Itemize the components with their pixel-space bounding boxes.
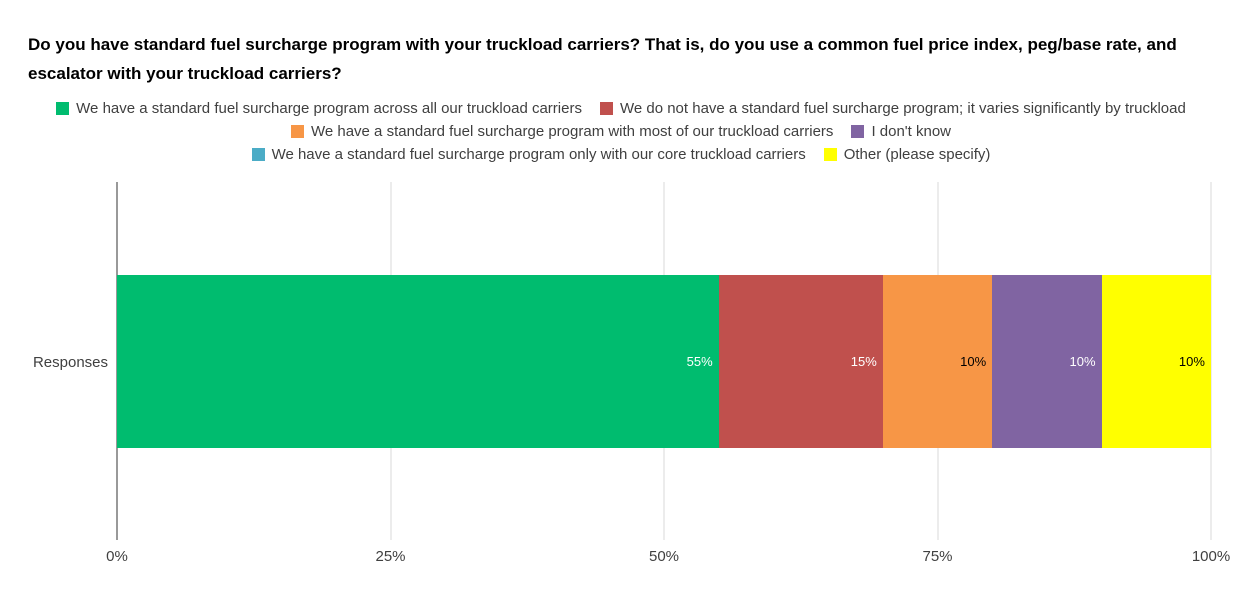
- legend-row: We have a standard fuel surcharge progra…: [0, 97, 1242, 120]
- bar-segment-5[interactable]: 10%: [1101, 275, 1211, 448]
- gridline: [1210, 182, 1212, 540]
- legend-label: We have a standard fuel surcharge progra…: [271, 146, 806, 163]
- x-tick-label: 100%: [1191, 548, 1231, 565]
- bar-segment-2[interactable]: 10%: [882, 275, 993, 448]
- stacked-bar: 55% 15% 10% 10% 10%: [117, 275, 1211, 448]
- plot-area: 55% 15% 10% 10% 10%: [116, 182, 1212, 540]
- legend-swatch-icon: [823, 148, 837, 161]
- legend-item-0[interactable]: We have a standard fuel surcharge progra…: [56, 100, 582, 117]
- legend-swatch-icon: [290, 125, 304, 138]
- bar-segment-value-label: 10%: [960, 354, 987, 369]
- bar-segment-0[interactable]: 55%: [117, 275, 719, 448]
- legend-swatch-icon: [851, 125, 865, 138]
- x-axis: 0% 25% 50% 75% 100%: [106, 548, 1230, 568]
- legend-row: We have a standard fuel surcharge progra…: [0, 120, 1242, 143]
- legend-swatch-icon: [56, 102, 70, 115]
- bar-segment-value-label: 10%: [1069, 354, 1096, 369]
- legend-row: We have a standard fuel surcharge progra…: [0, 143, 1242, 166]
- bar-segment-1[interactable]: 15%: [718, 275, 883, 448]
- legend-item-3[interactable]: I don't know: [851, 123, 951, 140]
- bar-segment-value-label: 55%: [686, 354, 713, 369]
- legend-item-1[interactable]: We do not have a standard fuel surcharge…: [599, 100, 1186, 117]
- y-axis-category-label: Responses: [32, 354, 108, 371]
- legend-label: We have a standard fuel surcharge progra…: [76, 100, 582, 117]
- legend-label: We have a standard fuel surcharge progra…: [310, 123, 834, 140]
- legend-swatch-icon: [251, 148, 265, 161]
- legend-item-5[interactable]: Other (please specify): [823, 146, 991, 163]
- x-tick-label: 75%: [922, 548, 953, 565]
- chart-title: Do you have standard fuel surcharge prog…: [28, 35, 1177, 83]
- legend-label: Other (please specify): [843, 146, 991, 163]
- x-tick-label: 50%: [648, 548, 680, 565]
- legend-item-4[interactable]: We have a standard fuel surcharge progra…: [251, 146, 806, 163]
- bar-segment-value-label: 15%: [850, 354, 877, 369]
- legend-label: I don't know: [871, 123, 952, 140]
- legend: We have a standard fuel surcharge progra…: [0, 97, 1242, 166]
- bar-segment-value-label: 10%: [1178, 354, 1205, 369]
- x-tick-label: 25%: [375, 548, 406, 565]
- legend-item-2[interactable]: We have a standard fuel surcharge progra…: [290, 123, 834, 140]
- legend-swatch-icon: [599, 102, 613, 115]
- legend-label: We do not have a standard fuel surcharge…: [619, 100, 1186, 117]
- x-tick-label: 0%: [106, 548, 128, 565]
- bar-segment-3[interactable]: 10%: [992, 275, 1102, 448]
